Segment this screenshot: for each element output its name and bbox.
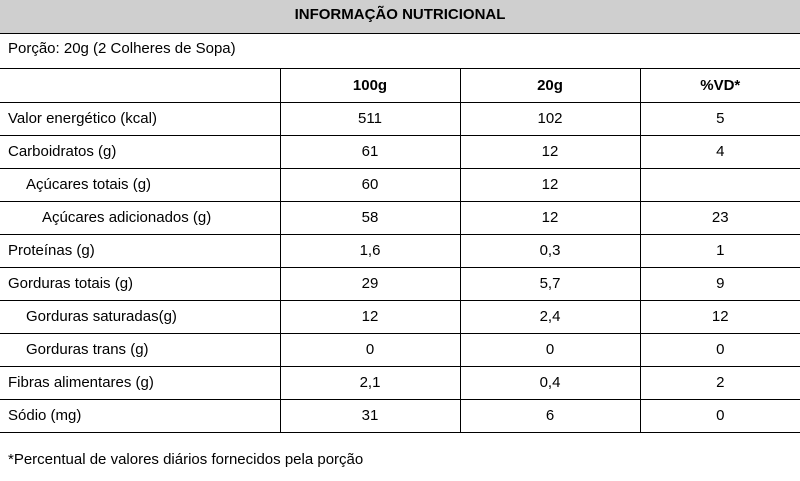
value-per-100g: 12 xyxy=(279,300,460,334)
nutrient-name: Gorduras saturadas(g) xyxy=(0,300,280,334)
value-per-20g: 12 xyxy=(459,135,640,169)
value-per-100g: 2,1 xyxy=(279,366,460,400)
nutrient-name: Proteínas (g) xyxy=(0,234,280,268)
value-percent-vd: 2 xyxy=(639,366,800,400)
nutrition-table: 100g 20g %VD* Valor energético (kcal) 51… xyxy=(0,69,800,433)
nutrient-name: Carboidratos (g) xyxy=(0,135,280,169)
value-per-20g: 5,7 xyxy=(459,267,640,301)
value-per-20g: 2,4 xyxy=(459,300,640,334)
nutrient-name: Açúcares adicionados (g) xyxy=(0,201,280,235)
value-percent-vd: 4 xyxy=(639,135,800,169)
table-row: Açúcares adicionados (g) 58 12 23 xyxy=(0,201,800,235)
value-per-20g: 12 xyxy=(459,168,640,202)
value-per-100g: 511 xyxy=(279,102,460,136)
table-row: Sódio (mg) 31 6 0 xyxy=(0,399,800,433)
value-per-100g: 58 xyxy=(279,201,460,235)
value-percent-vd xyxy=(639,168,800,202)
value-percent-vd: 0 xyxy=(639,399,800,433)
footnote: *Percentual de valores diários fornecido… xyxy=(8,451,364,468)
value-per-100g: 61 xyxy=(279,135,460,169)
value-percent-vd: 23 xyxy=(639,201,800,235)
nutrient-name: Valor energético (kcal) xyxy=(0,102,280,136)
table-row: Gorduras saturadas(g) 12 2,4 12 xyxy=(0,300,800,334)
header-per-20g: 20g xyxy=(459,69,640,103)
table-row: Açúcares totais (g) 60 12 xyxy=(0,168,800,202)
header-per-100g: 100g xyxy=(279,69,460,103)
nutrient-name: Gorduras totais (g) xyxy=(0,267,280,301)
nutrient-name: Sódio (mg) xyxy=(0,399,280,433)
value-percent-vd: 1 xyxy=(639,234,800,268)
value-per-20g: 0 xyxy=(459,333,640,367)
value-per-100g: 60 xyxy=(279,168,460,202)
value-per-20g: 6 xyxy=(459,399,640,433)
table-row: Valor energético (kcal) 511 102 5 xyxy=(0,102,800,136)
nutrient-name: Fibras alimentares (g) xyxy=(0,366,280,400)
label-title: INFORMAÇÃO NUTRICIONAL xyxy=(0,0,800,34)
value-percent-vd: 5 xyxy=(639,102,800,136)
table-header-row: 100g 20g %VD* xyxy=(0,69,800,103)
value-percent-vd: 12 xyxy=(639,300,800,334)
value-per-20g: 0,3 xyxy=(459,234,640,268)
value-per-20g: 0,4 xyxy=(459,366,640,400)
header-nutrient xyxy=(0,69,280,103)
table-row: Gorduras trans (g) 0 0 0 xyxy=(0,333,800,367)
value-percent-vd: 9 xyxy=(639,267,800,301)
value-per-100g: 31 xyxy=(279,399,460,433)
value-per-100g: 1,6 xyxy=(279,234,460,268)
value-per-100g: 29 xyxy=(279,267,460,301)
portion-info: Porção: 20g (2 Colheres de Sopa) xyxy=(0,34,800,69)
nutrient-name: Gorduras trans (g) xyxy=(0,333,280,367)
table-row: Carboidratos (g) 61 12 4 xyxy=(0,135,800,169)
table-row: Gorduras totais (g) 29 5,7 9 xyxy=(0,267,800,301)
value-percent-vd: 0 xyxy=(639,333,800,367)
value-per-100g: 0 xyxy=(279,333,460,367)
value-per-20g: 12 xyxy=(459,201,640,235)
table-row: Proteínas (g) 1,6 0,3 1 xyxy=(0,234,800,268)
table-row: Fibras alimentares (g) 2,1 0,4 2 xyxy=(0,366,800,400)
value-per-20g: 102 xyxy=(459,102,640,136)
nutrient-name: Açúcares totais (g) xyxy=(0,168,280,202)
header-percent-vd: %VD* xyxy=(639,69,800,103)
